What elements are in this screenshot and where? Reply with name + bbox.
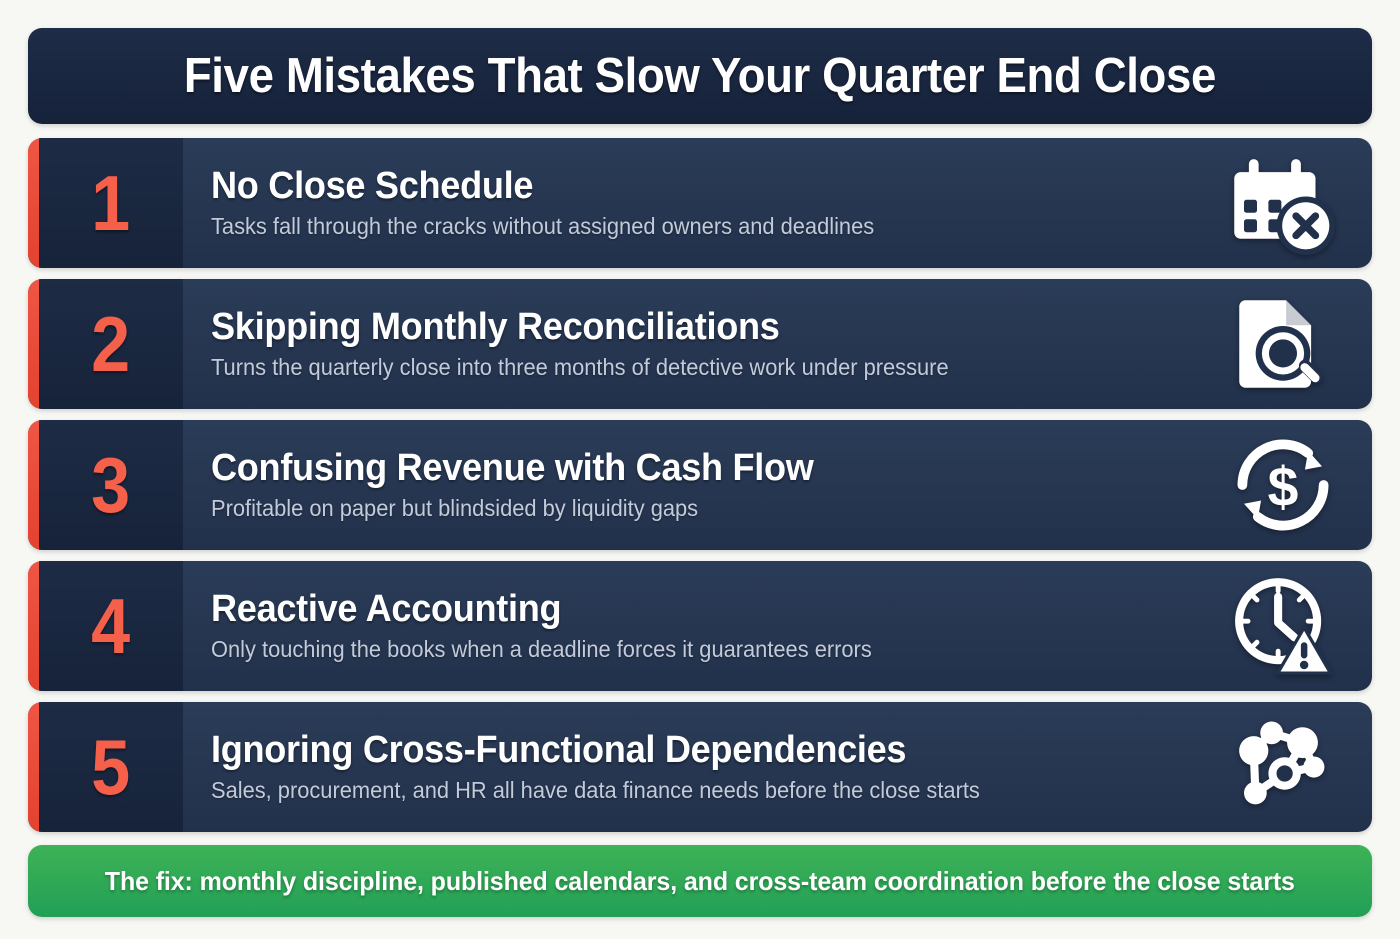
item-subtitle: Profitable on paper but blindsided by li…	[211, 494, 699, 521]
accent-bar	[28, 420, 39, 550]
item-body: Reactive Accounting Only touching the bo…	[183, 561, 1208, 691]
mistakes-list: 1 No Close Schedule Tasks fall through t…	[28, 124, 1372, 845]
accent-bar	[28, 279, 39, 409]
item-body: Ignoring Cross-Functional Dependencies S…	[183, 702, 1208, 832]
number-panel: 4	[39, 561, 183, 691]
item-body: Confusing Revenue with Cash Flow Profita…	[183, 420, 1208, 550]
calendar-x-icon	[1208, 138, 1372, 268]
number-panel: 1	[39, 138, 183, 268]
item-title: Reactive Accounting	[211, 587, 562, 630]
item-title: Confusing Revenue with Cash Flow	[211, 446, 814, 489]
item-title: Skipping Monthly Reconciliations	[211, 305, 780, 348]
item-body: Skipping Monthly Reconciliations Turns t…	[183, 279, 1208, 409]
item-number: 5	[91, 723, 131, 811]
page-title: Five Mistakes That Slow Your Quarter End…	[183, 48, 1217, 103]
document-search-icon	[1208, 279, 1372, 409]
accent-bar	[28, 702, 39, 832]
item-number: 4	[91, 582, 131, 670]
item-subtitle: Turns the quarterly close into three mon…	[211, 353, 949, 380]
list-item: 2 Skipping Monthly Reconciliations Turns…	[28, 279, 1372, 409]
number-panel: 5	[39, 702, 183, 832]
clock-alert-icon	[1208, 561, 1372, 691]
header-banner: Five Mistakes That Slow Your Quarter End…	[28, 28, 1372, 124]
accent-bar	[28, 561, 39, 691]
network-nodes-icon	[1208, 702, 1372, 832]
footer-banner: The fix: monthly discipline, published c…	[28, 845, 1372, 917]
list-item: 3 Confusing Revenue with Cash Flow Profi…	[28, 420, 1372, 550]
number-panel: 2	[39, 279, 183, 409]
footer-text: The fix: monthly discipline, published c…	[104, 865, 1296, 896]
list-item: 5 Ignoring Cross-Functional Dependencies…	[28, 702, 1372, 832]
svg-text:$: $	[1268, 456, 1299, 518]
item-title: No Close Schedule	[211, 164, 534, 207]
list-item: 1 No Close Schedule Tasks fall through t…	[28, 138, 1372, 268]
item-body: No Close Schedule Tasks fall through the…	[183, 138, 1208, 268]
item-number: 2	[91, 300, 131, 388]
item-title: Ignoring Cross-Functional Dependencies	[211, 728, 907, 771]
item-number: 3	[91, 441, 131, 529]
list-item: 4 Reactive Accounting Only touching the …	[28, 561, 1372, 691]
accent-bar	[28, 138, 39, 268]
number-panel: 3	[39, 420, 183, 550]
cash-flow-cycle-icon: $	[1208, 420, 1372, 550]
item-subtitle: Only touching the books when a deadline …	[211, 635, 872, 662]
item-number: 1	[91, 159, 131, 247]
item-subtitle: Tasks fall through the cracks without as…	[211, 212, 875, 239]
item-subtitle: Sales, procurement, and HR all have data…	[211, 776, 980, 803]
